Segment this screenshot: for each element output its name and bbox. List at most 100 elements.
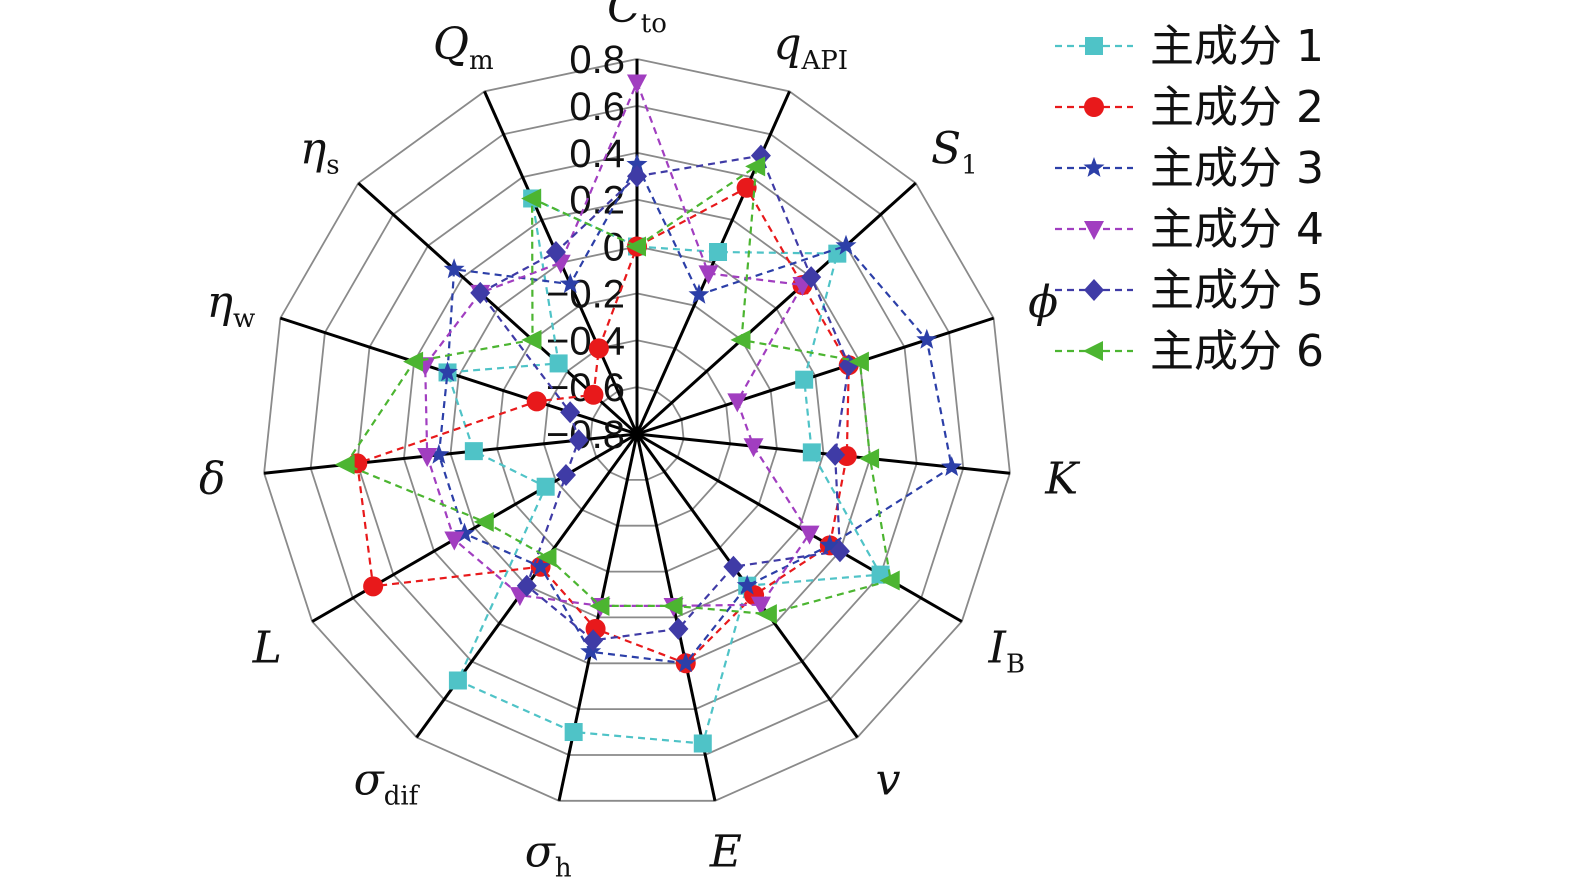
series-2-point-s [583,384,604,405]
axis-spoke-3 [635,181,917,436]
axis-label-6: IB [988,623,1026,680]
legend-marker [1085,37,1103,55]
legend-label: 主成分 2 [1150,82,1324,133]
tick-label: −0.8 [546,413,625,457]
axis-label-14: ηs [300,123,340,180]
series-6-point-cto [626,236,646,257]
series-2-point-qm [588,338,609,359]
series-6-point-s [521,329,542,350]
series-5 [470,144,859,652]
series-6-point- [848,351,869,372]
radar-axis-labels: Cto qAPI S1 ϕ K IB v Eσh σdif Lδ ηw ηs Qm [199,0,1080,884]
axis-label-5: K [1044,454,1080,505]
series-3 [428,153,963,673]
series-6-point-ib [879,570,900,591]
series-1-point- [795,370,814,389]
series-6-point-k [859,448,880,469]
series-6-point-e [662,595,683,616]
series-5-point-s1 [801,266,822,289]
series-5-point-h [583,629,604,652]
series-3-point-e [675,652,697,673]
axis-spoke-4 [636,316,995,436]
grid-ring-8 [263,58,1011,802]
series-3-point-h [580,640,602,661]
series-3-point-v [736,574,758,595]
legend-label: 主成分 5 [1150,265,1324,316]
tick-label: 0.6 [569,85,625,129]
tick-label: −0.2 [546,272,625,316]
series-line [356,186,850,665]
series-3-point-ib [819,534,841,555]
series-line [343,164,892,616]
axis-label-8: E [709,827,742,878]
grid-ring-1 [589,386,685,481]
series-4-point-k [743,438,764,458]
series-6-point-h [589,595,610,616]
series-2-point-qapi [736,177,757,198]
series-3-point-s1 [835,234,857,255]
series-4-point-l [444,531,465,551]
axis-label-13: ηw [207,277,256,334]
series-6-point-qapi [745,156,766,177]
series-3-point-qm [559,273,581,293]
axis-label-2: qAPI [773,19,848,76]
legend-item-6: 主成分 6 [1055,326,1324,377]
axis-spoke-6 [636,432,963,623]
series-5-point-k [825,443,846,466]
series-1-point-k [802,443,821,462]
legend-marker [1083,157,1105,177]
series-2-point-l [363,576,384,597]
grid-ring-6 [356,151,918,710]
tick-label: 0.8 [569,38,625,82]
series-4-point-ib [799,525,820,545]
radar-tick-labels: 0.80.60.40.20−0.2−0.4−0.6−0.8 [546,38,625,457]
legend-label: 主成分 3 [1150,143,1324,194]
grid-ring-3 [496,292,778,573]
series-6-point-w [403,351,424,372]
axis-label-7: v [876,755,901,806]
series-5-point-w [560,401,581,424]
radar-series [334,74,963,753]
axis-label-3: S1 [931,123,978,180]
series-5-point-l [555,464,576,487]
tick-label: 0.4 [569,132,625,176]
series-line [478,154,850,642]
grid-ring-4 [449,245,825,619]
series-2-point-w [526,391,547,412]
series-3-point- [916,328,938,349]
legend-item-2: 主成分 2 [1055,82,1324,133]
series-5-point-ib [829,540,850,563]
legend-item-3: 主成分 3 [1055,143,1324,194]
series-3-point-qapi [688,283,710,304]
series-5-point-cto [627,165,647,188]
legend-marker [1084,97,1104,117]
series-1-point-dif [448,671,467,690]
series-6-point-l [473,511,494,532]
legend-marker [1083,341,1103,361]
series-line [446,196,883,745]
series-5-point-e [668,617,689,640]
series-1-point-qapi [709,243,728,262]
axis-label-15: Qm [433,19,494,76]
legend-label: 主成分 1 [1150,21,1324,72]
legend-item-5: 主成分 5 [1055,265,1324,316]
series-6-point- [334,454,355,475]
series-3-point-dif [530,555,551,576]
series-5-point-dif [516,574,537,597]
series-1-point-h [564,723,583,742]
series-1-point- [464,442,483,461]
chart-legend: 主成分 1 主成分 2 主成分 3 主成分 4 主成分 5 主成分 6 [1055,21,1324,377]
legend-marker [1084,279,1104,301]
axis-label-9: σh [525,827,572,884]
axis-label-11: L [252,623,282,674]
series-5-point-s [470,281,491,304]
series-5-point-qm [545,241,566,264]
legend-label: 主成分 4 [1150,204,1324,255]
series-2-point-k [836,446,857,467]
series-1-point-s [549,354,568,373]
series-3-point-cto [626,153,648,174]
series-4-point- [727,393,748,413]
series-4-point-qapi [698,265,719,285]
tick-label: −0.6 [546,366,625,410]
